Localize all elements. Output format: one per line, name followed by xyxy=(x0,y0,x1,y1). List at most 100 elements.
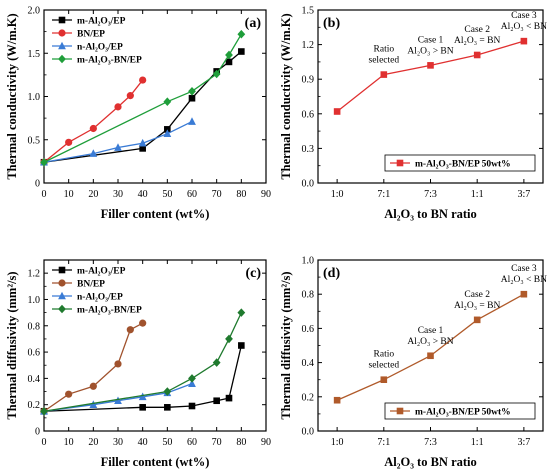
data-point xyxy=(89,149,98,157)
y-tick-label: 0.8 xyxy=(28,321,41,332)
data-point xyxy=(65,390,73,398)
x-tick-label: 1:1 xyxy=(471,189,484,200)
legend-label: n-Al₂O₃/EP xyxy=(77,43,123,53)
y-tick-label: 1.0 xyxy=(28,92,41,103)
x-tick-label: 7:1 xyxy=(377,437,390,448)
x-tick-label: 70 xyxy=(212,437,222,448)
series-1 xyxy=(333,290,528,404)
data-point xyxy=(213,397,220,405)
x-tick-label: 1:0 xyxy=(331,189,344,200)
legend-marker xyxy=(58,266,66,274)
data-point xyxy=(163,97,172,106)
x-tick-label: 3:7 xyxy=(517,437,530,448)
annotation-text: Al₂O₃ < BN xyxy=(501,22,547,32)
data-point xyxy=(164,404,171,411)
y-tick-label: 0.3 xyxy=(302,144,315,155)
y-axis-label: Thermal conductivity (W/m.K) xyxy=(5,13,19,179)
chart-panel-3: 0 0.2 0.4 0.6 0.8 1.0 1.2 0 10 20 30 40 50 60 70 80 90 Fi… xyxy=(5,259,271,469)
data-point xyxy=(139,145,146,152)
legend-label: n-Al₂O₃/EP xyxy=(77,293,123,303)
legend-marker xyxy=(58,41,66,50)
annotation-text: selected xyxy=(369,56,400,66)
legend: m-Al₂O₃-BN/EP 50wt% xyxy=(384,402,536,420)
legend-marker xyxy=(58,29,66,37)
x-tick-label: 90 xyxy=(261,437,271,448)
panel-label: (c) xyxy=(245,266,261,281)
x-tick-label: 40 xyxy=(138,437,148,448)
data-point xyxy=(114,103,122,111)
x-tick-label: 40 xyxy=(138,189,148,200)
data-point xyxy=(520,37,528,45)
data-point xyxy=(138,138,147,147)
data-point xyxy=(65,138,73,146)
y-tick-label: 0.2 xyxy=(302,392,315,403)
x-tick-label: 10 xyxy=(64,189,74,200)
series-1 xyxy=(333,37,528,115)
data-point xyxy=(333,396,341,404)
y-tick-label: 0.8 xyxy=(302,290,315,301)
data-point xyxy=(380,71,388,78)
y-tick-label: 0 xyxy=(35,179,40,190)
data-point xyxy=(427,352,434,360)
chart-panel-2: 0.0 0.3 0.6 0.9 1.2 1.5 1:0 7:1 7:3 1:1 3:7 Al₂O₃ t… xyxy=(279,6,547,222)
legend-marker xyxy=(58,16,66,24)
data-point xyxy=(163,129,172,137)
annotation-text: Al₂O₃ = BN xyxy=(454,301,500,311)
data-point xyxy=(225,50,233,60)
y-axis-label: Thermal diffusivity (mm²/s) xyxy=(5,271,19,419)
data-point xyxy=(188,374,196,383)
y-tick-label: 0.4 xyxy=(302,358,315,369)
series-line xyxy=(43,121,193,163)
legend-box xyxy=(384,154,536,172)
x-tick-label: 80 xyxy=(236,437,246,448)
annotation-text: Al₂O₃ > BN xyxy=(407,46,453,56)
x-axis-label: Filler content (wt%) xyxy=(101,455,210,469)
series-line xyxy=(43,312,242,412)
data-point xyxy=(212,69,221,79)
x-tick-label: 7:3 xyxy=(424,189,437,200)
y-tick-label: 0.6 xyxy=(302,109,315,120)
plot-frame xyxy=(43,259,267,432)
data-point xyxy=(225,58,233,66)
annotation-text: Ratio xyxy=(374,350,395,360)
x-tick-label: 30 xyxy=(113,189,123,200)
series-1 xyxy=(40,48,245,166)
legend: m-Al₂O₃-BN/EP 50wt% xyxy=(384,154,536,172)
legend-label: m-Al₂O₃-BN/EP 50wt% xyxy=(415,408,511,418)
legend-label: m-Al₂O₃/EP xyxy=(77,17,126,27)
series-3 xyxy=(40,379,196,415)
legend-label: BN/EP xyxy=(77,280,105,290)
annotation-text: Case 2 xyxy=(464,290,490,300)
x-tick-label: 0 xyxy=(42,189,47,200)
series-3 xyxy=(40,117,196,166)
legend-marker xyxy=(58,304,66,314)
data-point xyxy=(237,29,246,39)
legend-marker xyxy=(396,159,404,167)
data-point xyxy=(89,382,97,390)
x-axis-label: Al₂O₃ to BN ratio xyxy=(384,455,477,469)
x-axis-label: Filler content (wt%) xyxy=(101,207,210,221)
y-tick-label: 0.5 xyxy=(28,135,41,146)
x-tick-label: 20 xyxy=(88,189,98,200)
data-point xyxy=(114,360,122,368)
x-tick-label: 0 xyxy=(42,437,47,448)
x-tick-label: 3:7 xyxy=(517,189,530,200)
series-4 xyxy=(40,29,246,167)
series-line xyxy=(43,345,242,412)
y-tick-label: 1.0 xyxy=(28,295,41,306)
annotation-text: Case 2 xyxy=(464,25,490,35)
x-tick-label: 20 xyxy=(88,437,98,448)
data-point xyxy=(114,396,122,405)
data-point xyxy=(40,157,48,167)
annotation-text: Case 3 xyxy=(511,11,537,21)
legend-marker xyxy=(58,54,66,64)
data-point xyxy=(380,376,388,383)
data-point xyxy=(188,379,196,387)
y-tick-label: 0 xyxy=(35,427,40,438)
data-point xyxy=(427,62,434,69)
data-point xyxy=(188,402,196,410)
